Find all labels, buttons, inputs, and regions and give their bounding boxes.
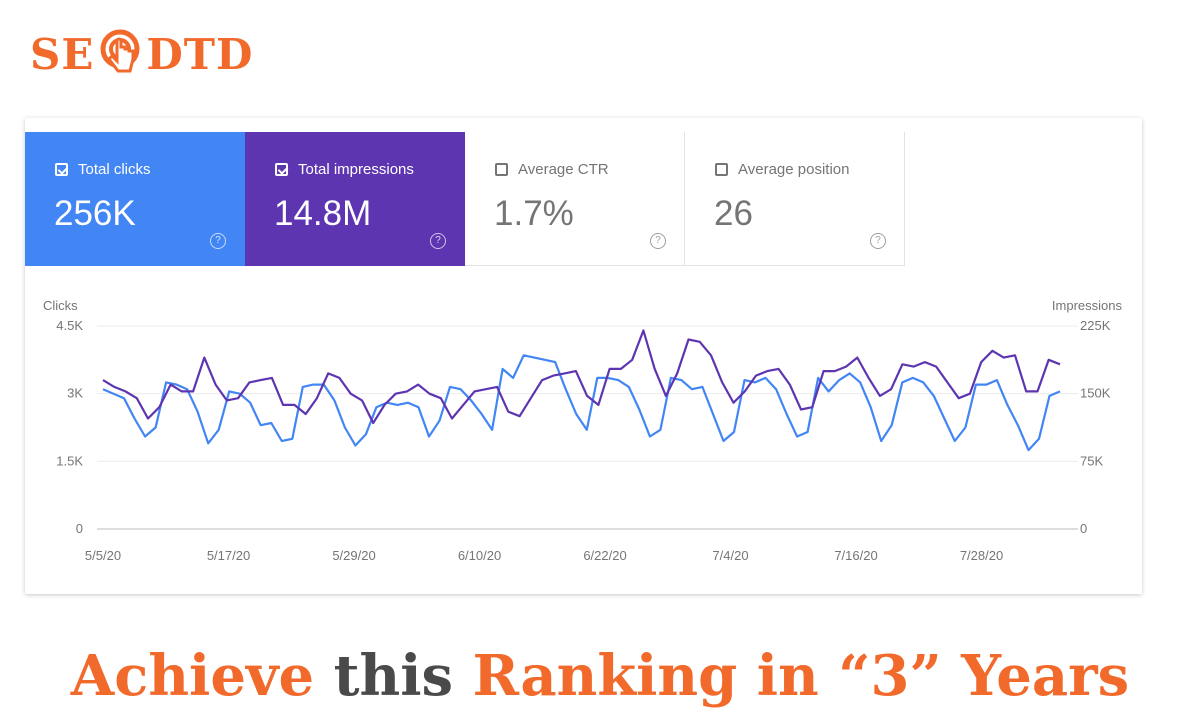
help-icon[interactable]: ? (650, 233, 666, 249)
performance-line-chart: Clicks Impressions 0 0 1.5K 75K 3K 150K 4.5K 22… (43, 298, 1123, 563)
x-tick-label: 6/22/20 (583, 548, 626, 563)
right-tick-label: 75K (1080, 453, 1103, 468)
right-tick-label: 0 (1080, 521, 1087, 536)
series-line-clicks (102, 354, 1061, 452)
seodtd-logo: SE DTD (30, 24, 253, 84)
left-tick-label: 3K (67, 386, 83, 401)
metric-value: 1.7% (494, 194, 574, 233)
x-tick-label: 7/28/20 (960, 548, 1003, 563)
series-lines (102, 329, 1061, 452)
metric-value: 256K (54, 194, 136, 233)
right-tick-label: 225K (1080, 318, 1111, 333)
average-ctr-tile[interactable]: Average CTR 1.7% ? (465, 132, 685, 266)
headline-word-achieve: Achieve (70, 643, 315, 709)
metric-value: 26 (714, 194, 753, 233)
logo-text-right: DTD (146, 29, 254, 79)
right-tick-label: 150K (1080, 386, 1111, 401)
series-line-impressions (102, 329, 1061, 425)
left-tick-label: 4.5K (56, 318, 83, 333)
help-icon[interactable]: ? (430, 233, 446, 249)
x-tick-label: 5/5/20 (85, 548, 121, 563)
metric-label: Total impressions (298, 161, 414, 178)
total-clicks-tile[interactable]: Total clicks 256K ? (25, 132, 245, 266)
help-icon[interactable]: ? (210, 233, 226, 249)
logo-text-left: SE (30, 29, 95, 79)
search-performance-card: Total clicks 256K ? Total impressions 14… (25, 118, 1142, 594)
x-tick-label: 7/4/20 (712, 548, 748, 563)
x-tick-label: 6/10/20 (458, 548, 501, 563)
pointer-pin-icon (100, 29, 140, 73)
metric-label: Average position (738, 161, 850, 178)
metric-label: Average CTR (518, 161, 609, 178)
left-tick-label: 0 (76, 521, 83, 536)
axis-ticks: 0 0 1.5K 75K 3K 150K 4.5K 225K 5/5/20 5/17/20 5/29… (56, 318, 1110, 563)
headline: Achieve this Ranking in “3” Years (0, 636, 1200, 716)
headline-word-this: this (333, 643, 454, 709)
checkbox-icon[interactable] (715, 163, 728, 176)
checkbox-icon[interactable] (55, 163, 68, 176)
metric-tiles: Total clicks 256K ? Total impressions 14… (25, 132, 905, 266)
x-tick-label: 7/16/20 (834, 548, 877, 563)
average-position-tile[interactable]: Average position 26 ? (685, 132, 905, 266)
total-impressions-tile[interactable]: Total impressions 14.8M ? (245, 132, 465, 266)
metric-label: Total clicks (78, 161, 151, 178)
checkbox-icon[interactable] (275, 163, 288, 176)
x-tick-label: 5/29/20 (332, 548, 375, 563)
x-tick-label: 5/17/20 (207, 548, 250, 563)
headline-rest: Ranking in “3” Years (472, 643, 1130, 709)
metric-value: 14.8M (274, 194, 372, 233)
checkbox-icon[interactable] (495, 163, 508, 176)
right-axis-label: Impressions (1052, 298, 1123, 313)
left-axis-label: Clicks (43, 298, 78, 313)
left-tick-label: 1.5K (56, 453, 83, 468)
help-icon[interactable]: ? (870, 233, 886, 249)
gridlines (97, 325, 1078, 530)
